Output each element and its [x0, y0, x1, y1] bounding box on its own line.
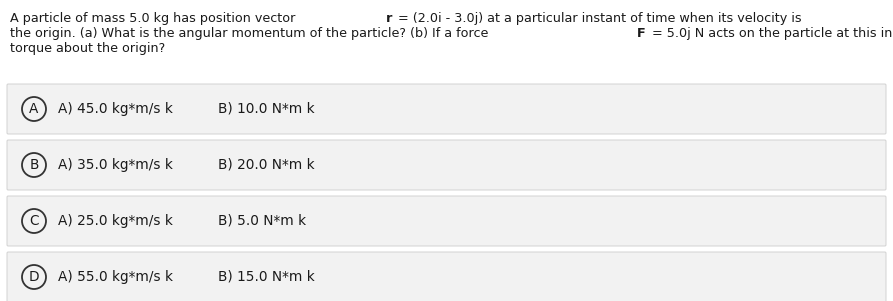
FancyBboxPatch shape	[7, 140, 886, 190]
Text: D: D	[29, 270, 39, 284]
FancyBboxPatch shape	[7, 252, 886, 301]
Text: torque about the origin?: torque about the origin?	[10, 42, 165, 55]
Text: A) 35.0 kg*m/s k: A) 35.0 kg*m/s k	[58, 158, 173, 172]
Text: B: B	[29, 158, 38, 172]
FancyBboxPatch shape	[7, 196, 886, 246]
Text: A: A	[29, 102, 38, 116]
Text: B) 15.0 N*m k: B) 15.0 N*m k	[218, 270, 314, 284]
FancyBboxPatch shape	[7, 84, 886, 134]
Text: F: F	[637, 27, 646, 40]
Text: A) 45.0 kg*m/s k: A) 45.0 kg*m/s k	[58, 102, 173, 116]
Text: the origin. (a) What is the angular momentum of the particle? (b) If a force: the origin. (a) What is the angular mome…	[10, 27, 492, 40]
Text: B) 20.0 N*m k: B) 20.0 N*m k	[218, 158, 314, 172]
Text: A) 25.0 kg*m/s k: A) 25.0 kg*m/s k	[58, 214, 173, 228]
Text: B) 10.0 N*m k: B) 10.0 N*m k	[218, 102, 314, 116]
Text: B) 5.0 N*m k: B) 5.0 N*m k	[218, 214, 306, 228]
Text: = (2.0i - 3.0j) at a particular instant of time when its velocity is: = (2.0i - 3.0j) at a particular instant …	[394, 12, 805, 25]
Text: A) 55.0 kg*m/s k: A) 55.0 kg*m/s k	[58, 270, 173, 284]
Text: C: C	[29, 214, 38, 228]
Text: r: r	[386, 12, 392, 25]
Text: = 5.0j N acts on the particle at this instant, what is the: = 5.0j N acts on the particle at this in…	[647, 27, 893, 40]
Text: A particle of mass 5.0 kg has position vector: A particle of mass 5.0 kg has position v…	[10, 12, 299, 25]
